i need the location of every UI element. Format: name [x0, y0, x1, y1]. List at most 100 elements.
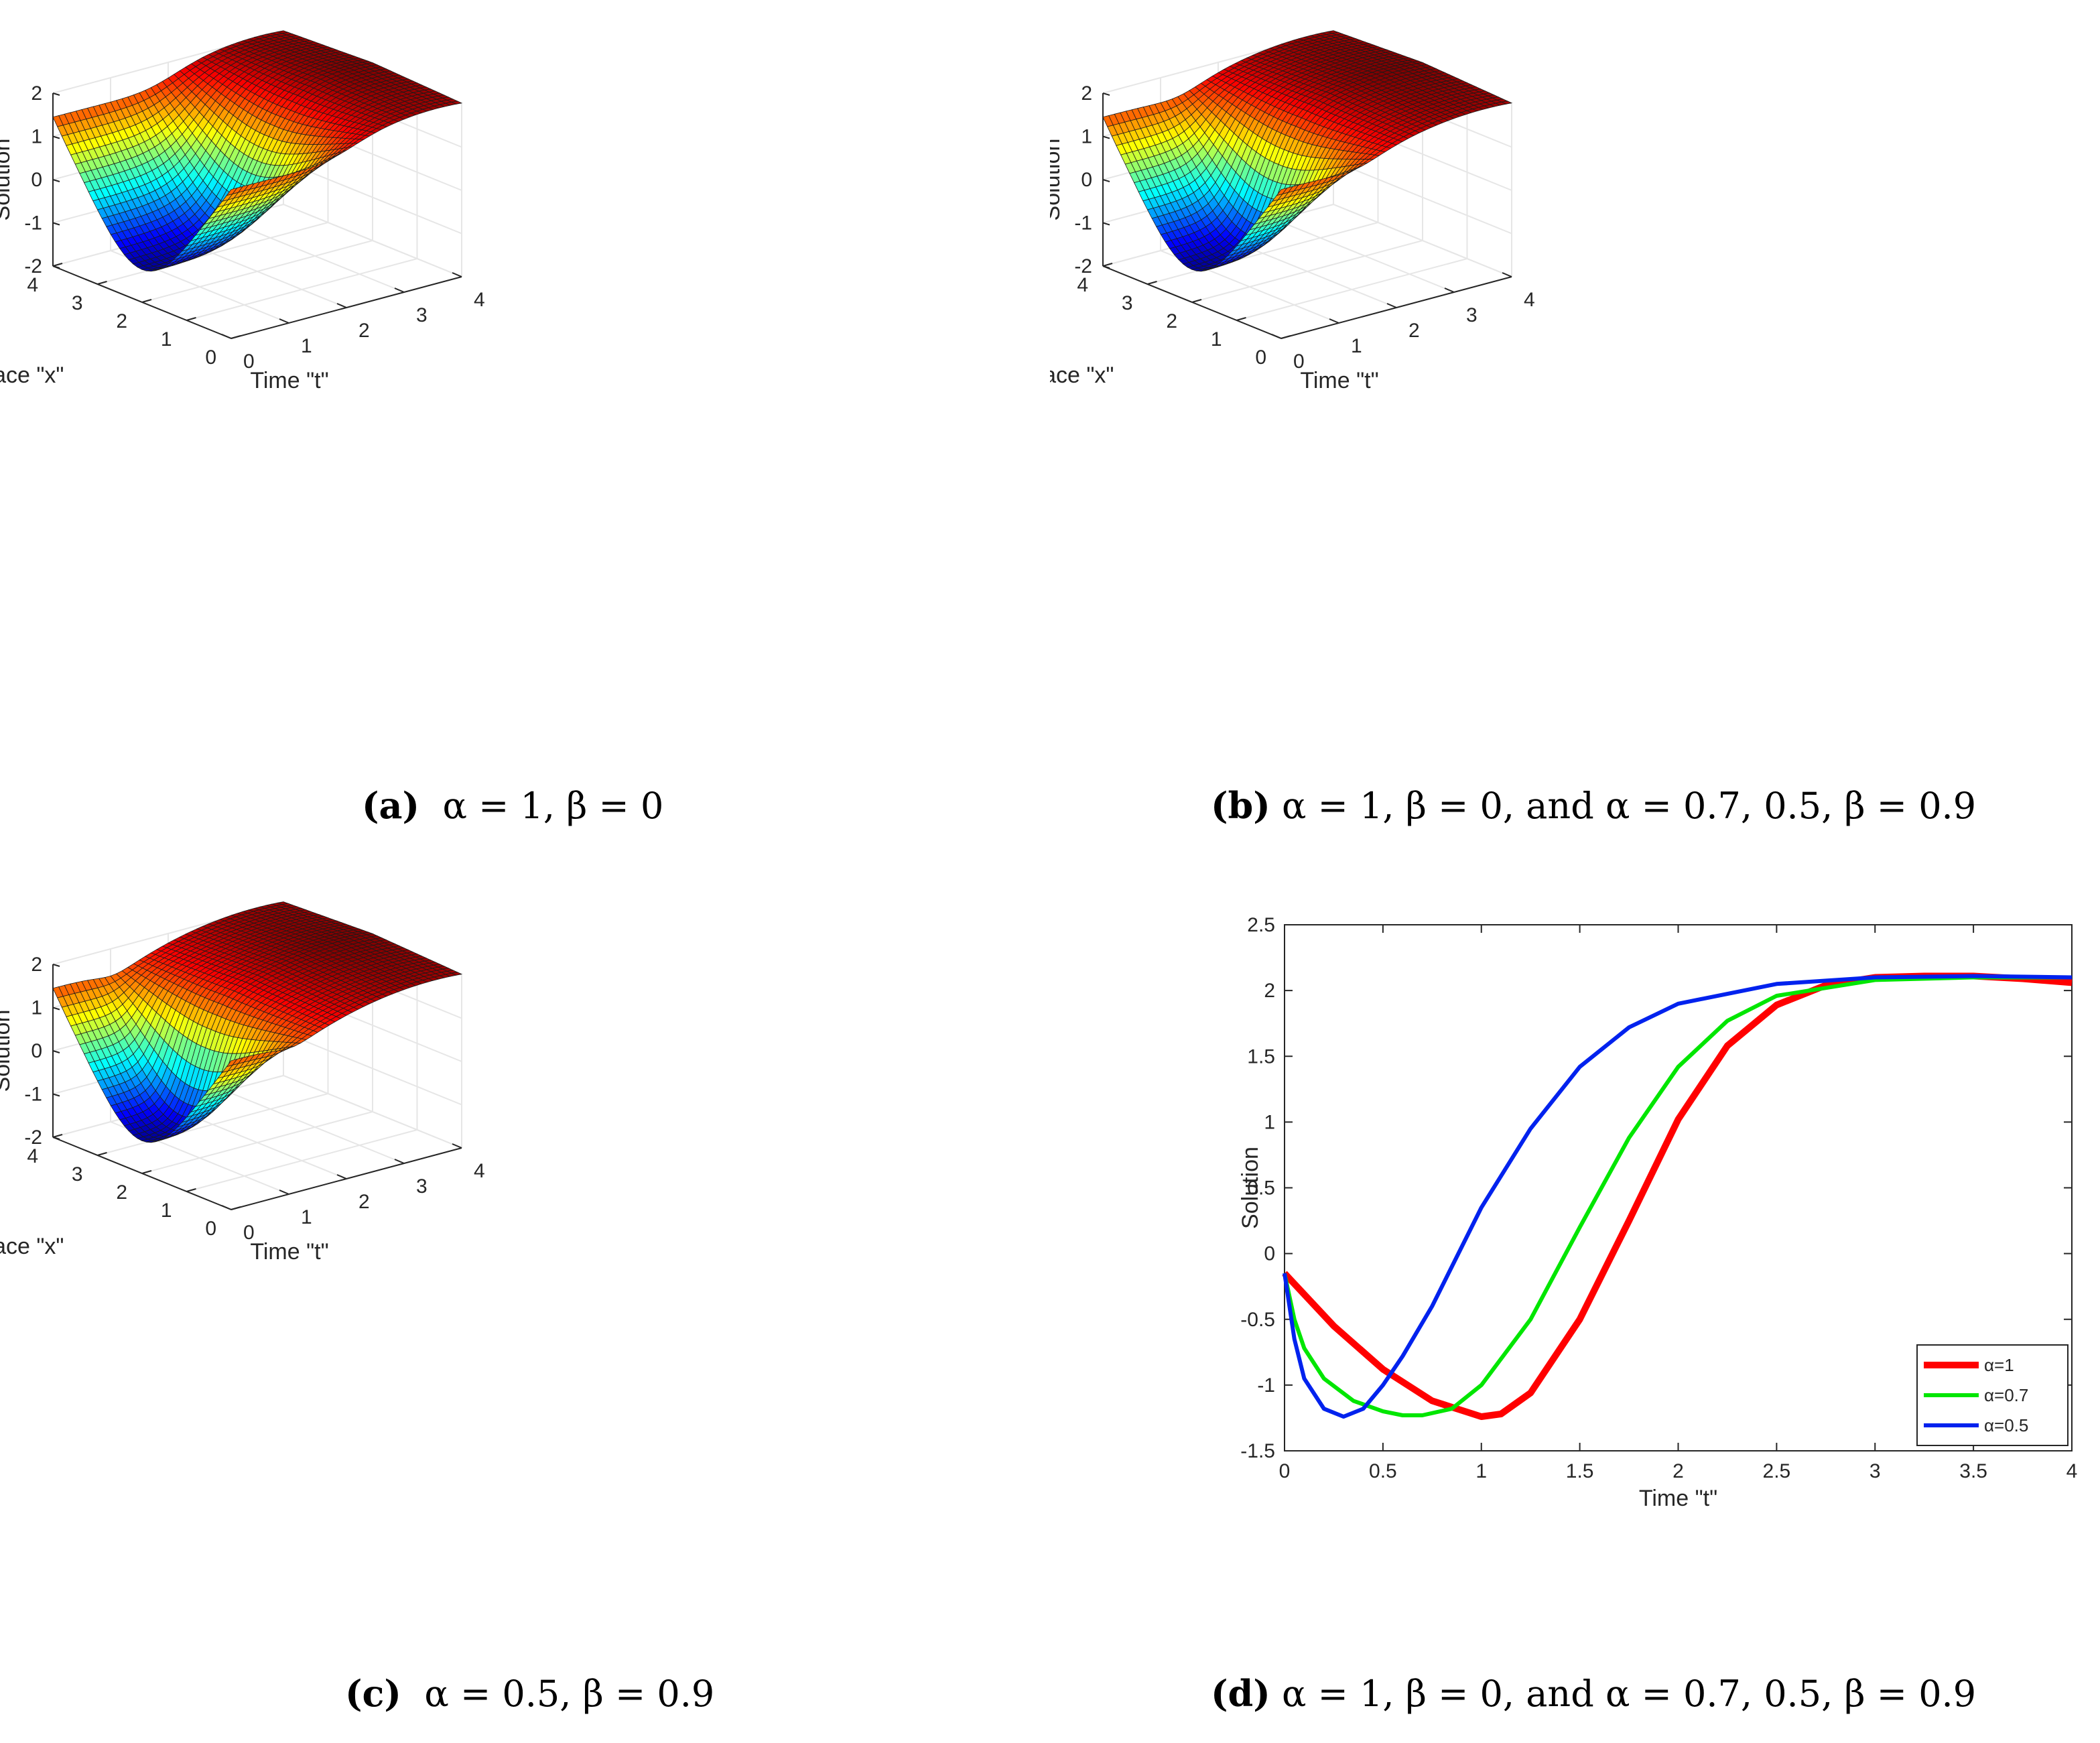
floor-gridline — [1147, 222, 1378, 285]
t-tick-label: 0 — [243, 1222, 255, 1244]
z-tick-label: 0 — [1081, 169, 1092, 191]
surface-plot-b: -2-10120123401234SolutionSpace "x"Time "… — [1050, 30, 1535, 393]
floor-gridline — [225, 1090, 405, 1164]
x-tick-label: 4 — [27, 274, 38, 296]
x-tick-label: 0 — [205, 1218, 216, 1240]
wall-gridline — [1333, 204, 1512, 277]
z-tick — [1102, 222, 1110, 226]
x-tick — [141, 1170, 152, 1174]
z-tick — [52, 1093, 60, 1097]
t-tick-label: 3 — [416, 304, 428, 326]
x-tick — [1147, 281, 1157, 285]
z-tick — [52, 179, 60, 182]
t-tick — [1386, 303, 1397, 308]
wall-gridline — [283, 1031, 462, 1106]
z-tick-label: 2 — [31, 82, 42, 105]
t-tick — [394, 287, 405, 293]
x-axis-label: Space "x" — [1050, 363, 1114, 388]
x-tick — [1102, 263, 1113, 267]
z-tick — [1102, 135, 1110, 139]
surface-patch — [226, 187, 238, 196]
z-axis-label: Solution — [1050, 139, 1065, 221]
t-tick-label: 0 — [243, 350, 255, 373]
x-tick-label: 1 — [161, 328, 172, 350]
floor-gridline — [1275, 219, 1455, 293]
t-tick-label: 1 — [1351, 335, 1362, 357]
x-tick-label: 2 — [116, 1181, 127, 1204]
t-tick — [221, 334, 232, 339]
x-tick-label: 3 — [72, 1163, 83, 1185]
z-tick — [52, 1050, 60, 1053]
z-tick-label: -2 — [1074, 255, 1092, 277]
t-axis-label: Time "t" — [250, 1239, 328, 1265]
x-tick — [52, 263, 63, 267]
t-tick — [279, 1189, 289, 1195]
x-axis-label: Space "x" — [0, 363, 64, 388]
z-tick — [52, 964, 60, 967]
wall-gridline — [283, 204, 462, 277]
surface-b — [1102, 30, 1513, 272]
x-tick-label: 0 — [1255, 346, 1266, 369]
x-tick-label: 2 — [1166, 310, 1177, 332]
z-tick — [52, 92, 60, 96]
x-tick-label: 1 — [1211, 328, 1222, 350]
t-tick-label: 4 — [474, 289, 485, 311]
t-tick — [394, 1159, 405, 1164]
caption-a: (a) α = 1, β = 0 — [362, 784, 664, 827]
caption-b: (b) α = 1, β = 0, and α = 0.7, 0.5, β = … — [1211, 784, 1977, 827]
t-tick-label: 4 — [474, 1160, 485, 1182]
z-tick — [52, 222, 60, 226]
t-tick — [1502, 272, 1512, 277]
x-tick — [231, 1206, 241, 1210]
surface-patch — [1276, 187, 1288, 196]
z-tick-label: 1 — [31, 126, 42, 148]
x-tick — [186, 1188, 196, 1192]
z-tick — [52, 135, 60, 139]
t-tick-label: 2 — [358, 1191, 370, 1213]
x-tick-label: 1 — [161, 1200, 172, 1222]
z-tick-label: 0 — [31, 1040, 42, 1062]
surface-plot-c: -2-10120123401234SolutionSpace "x"Time "… — [0, 901, 485, 1265]
z-tick-label: -1 — [1074, 212, 1092, 235]
floor-gridline — [97, 1093, 328, 1156]
panel-b: -2-10120123401234SolutionSpace "x"Time "… — [1050, 0, 2100, 871]
x-tick — [97, 281, 107, 285]
t-tick — [336, 1174, 347, 1179]
floor-gridline — [225, 219, 405, 293]
x-tick — [52, 1134, 63, 1138]
t-tick — [1444, 287, 1455, 293]
wall-gridline — [283, 160, 462, 235]
x-tick — [231, 335, 241, 339]
t-axis-label: Time "t" — [1300, 368, 1378, 393]
x-tick — [141, 299, 152, 303]
x-tick — [1191, 299, 1202, 303]
t-tick — [336, 303, 347, 308]
z-tick-label: -1 — [24, 1084, 42, 1106]
x-axis-label: Space "x" — [0, 1234, 64, 1259]
t-tick — [452, 1143, 462, 1149]
surface-c — [52, 901, 463, 1143]
x-tick-label: 0 — [205, 346, 216, 369]
t-tick-label: 4 — [1524, 289, 1535, 311]
t-tick-label: 0 — [1293, 350, 1305, 373]
z-axis-label: Solution — [0, 1010, 15, 1092]
x-tick-label: 2 — [116, 310, 127, 332]
x-tick — [186, 317, 196, 321]
z-tick-label: 0 — [31, 169, 42, 191]
x-tick — [97, 1152, 107, 1156]
t-tick — [221, 1205, 232, 1210]
x-tick-label: 3 — [72, 292, 83, 314]
floor-gridline — [97, 222, 328, 285]
t-tick — [452, 272, 462, 277]
x-tick-label: 4 — [1077, 274, 1088, 296]
t-tick — [279, 318, 289, 324]
t-tick-label: 1 — [301, 335, 312, 357]
x-tick-label: 4 — [27, 1145, 38, 1167]
t-axis-label: Time "t" — [250, 368, 328, 393]
z-tick — [1102, 179, 1110, 182]
t-tick — [1329, 318, 1339, 324]
t-tick-label: 3 — [416, 1175, 428, 1198]
z-tick-label: -1 — [24, 212, 42, 235]
z-tick-label: 1 — [1081, 126, 1092, 148]
z-tick-label: 1 — [31, 997, 42, 1019]
